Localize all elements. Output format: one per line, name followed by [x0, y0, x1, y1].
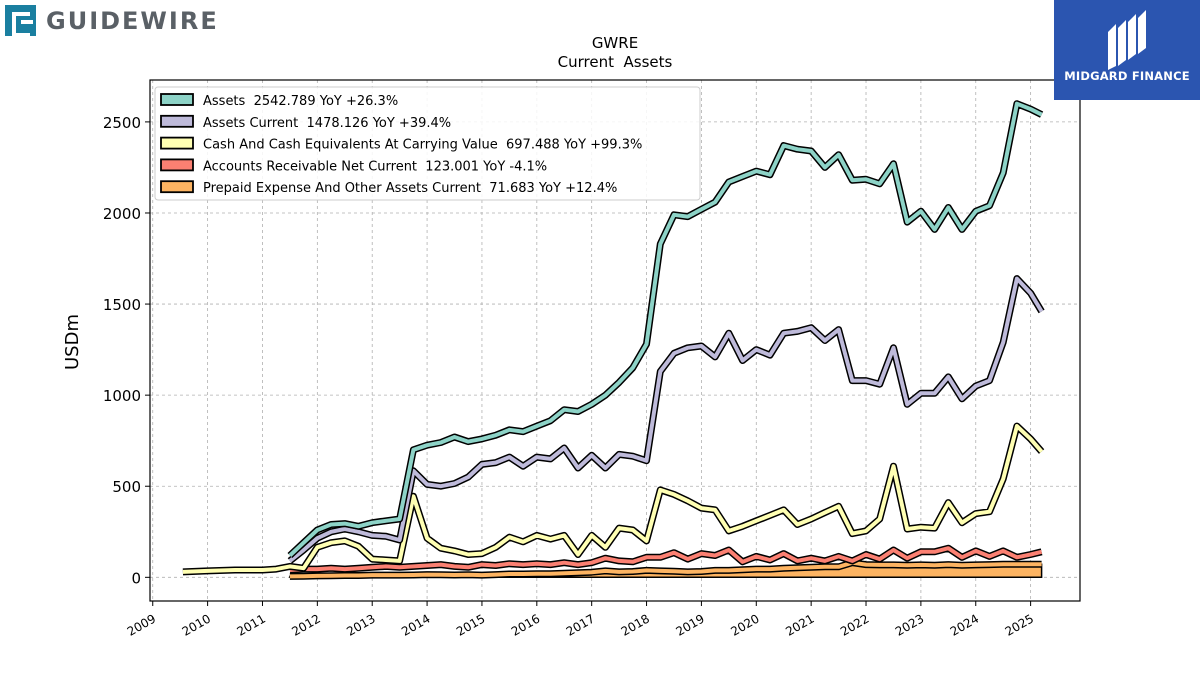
chart-title: GWRE [592, 34, 638, 52]
x-tick-label: 2011 [235, 611, 268, 638]
legend-label: Assets Current 1478.126 YoY +39.4% [203, 116, 451, 131]
x-tick-label: 2023 [893, 611, 926, 638]
series-4 [289, 559, 1043, 580]
legend-swatch [160, 136, 194, 150]
legend-swatch [160, 158, 194, 172]
x-tick-label: 2014 [399, 611, 432, 638]
y-tick-label: 2500 [103, 114, 141, 132]
series-line [289, 546, 1043, 572]
x-tick-label: 2018 [619, 611, 652, 638]
series-line [288, 276, 1044, 563]
series-line [182, 424, 1044, 574]
y-axis-label: USDm [62, 314, 83, 370]
x-tick-label: 2019 [673, 611, 706, 638]
series-1 [287, 275, 1045, 564]
legend-swatch [160, 180, 194, 194]
x-tick-label: 2017 [564, 611, 597, 638]
midgard-logo: MIDGARD FINANCE [1054, 0, 1200, 100]
x-tick-label: 2013 [344, 611, 377, 638]
guidewire-logo-text: GUIDEWIRE [46, 6, 219, 35]
guidewire-logo: GUIDEWIRE [5, 5, 219, 37]
x-tick-label: 2010 [180, 611, 213, 638]
y-tick-label: 0 [131, 569, 141, 587]
legend-swatch [160, 93, 194, 106]
series-line [288, 101, 1043, 557]
x-tick-label: 2021 [783, 611, 816, 638]
series-outline [182, 422, 1045, 576]
midgard-logo-icon [1108, 10, 1146, 70]
series-2 [182, 422, 1045, 576]
x-tick-label: 2022 [838, 611, 871, 638]
legend-label: Accounts Receivable Net Current 123.001 … [203, 159, 547, 174]
x-tick-label: 2015 [454, 611, 487, 638]
y-tick-label: 1000 [103, 387, 141, 405]
legend-label: Cash And Cash Equivalents At Carrying Va… [203, 138, 642, 153]
series-3 [289, 544, 1043, 574]
legend-label: Assets 2542.789 YoY +26.3% [203, 94, 398, 109]
midgard-logo-text: MIDGARD FINANCE [1064, 69, 1190, 83]
plot-frame [149, 79, 1081, 602]
x-tick-label: 2025 [1003, 611, 1036, 638]
y-tick-label: 500 [112, 478, 141, 496]
series-line [289, 560, 1042, 579]
chart-subtitle: Current Assets [558, 53, 673, 71]
legend-label: Prepaid Expense And Other Assets Current… [203, 181, 617, 196]
x-tick-label: 2012 [289, 611, 322, 638]
y-tick-label: 1500 [103, 296, 141, 314]
legend: Assets 2542.789 YoY +26.3% Assets Current… [154, 86, 701, 201]
x-tick-label: 2024 [948, 611, 981, 638]
x-tick-label: 2016 [509, 611, 542, 638]
series-0 [287, 100, 1044, 559]
guidewire-logo-icon [5, 5, 36, 37]
legend-box [154, 86, 701, 201]
x-tick-label: 2009 [125, 611, 158, 638]
series-layer [182, 100, 1045, 580]
legend-swatch [160, 114, 194, 128]
y-tick-label: 2000 [103, 205, 141, 223]
x-tick-label: 2020 [728, 611, 761, 638]
